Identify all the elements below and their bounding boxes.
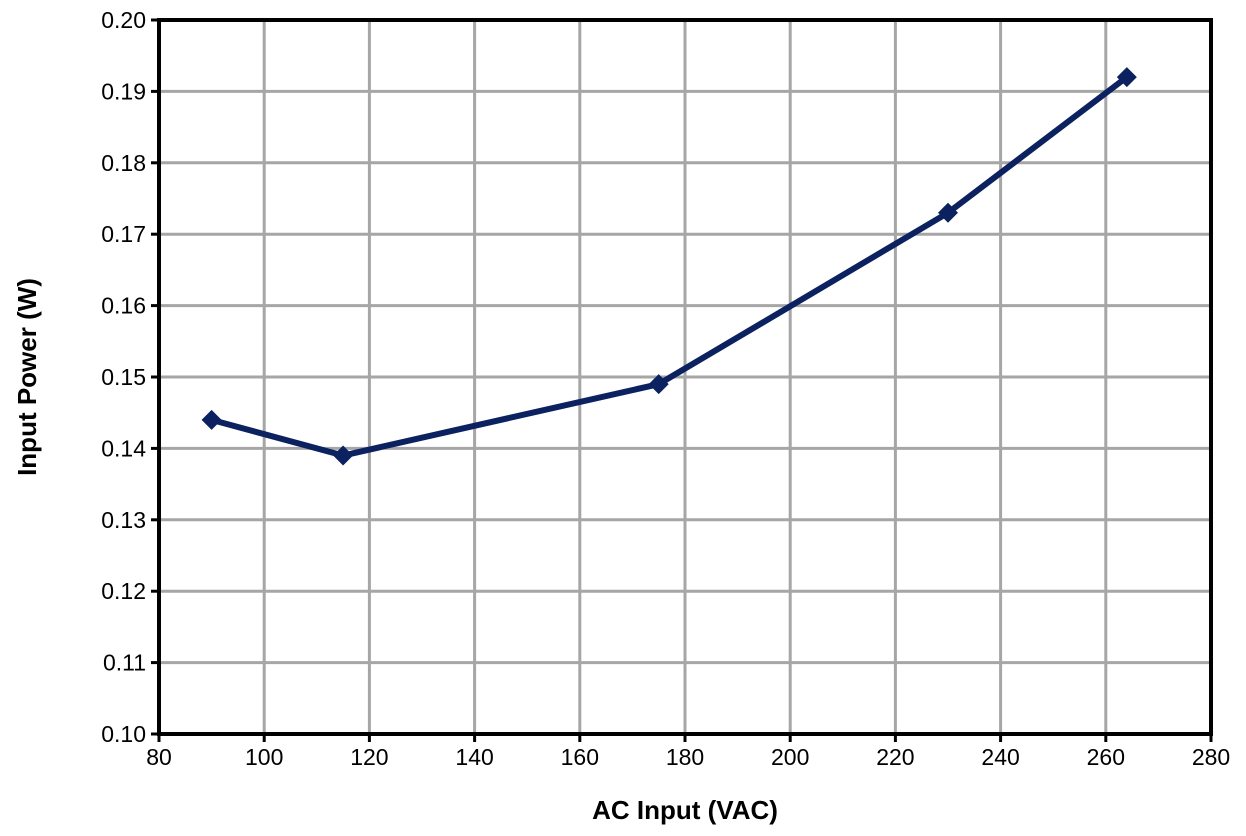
x-tick-label: 120 (350, 744, 388, 770)
x-tick-label: 180 (666, 744, 704, 770)
y-tick-label: 0.20 (101, 7, 146, 33)
y-axis-title: Input Power (W) (12, 278, 42, 476)
x-tick-label: 80 (146, 744, 172, 770)
x-axis: 80 100 120 140 160 180 200 220 240 260 280 (146, 734, 1230, 770)
data-point-marker (648, 374, 669, 395)
x-tick-label: 160 (561, 744, 599, 770)
data-point-marker (333, 445, 354, 466)
y-tick-label: 0.11 (103, 650, 146, 676)
x-tick-label: 200 (771, 744, 809, 770)
x-tick-label: 280 (1192, 744, 1230, 770)
y-tick-label: 0.18 (101, 150, 146, 176)
y-tick-label: 0.17 (101, 221, 146, 247)
y-tick-label: 0.13 (101, 507, 146, 533)
series-group (201, 67, 1137, 466)
x-tick-label: 220 (876, 744, 914, 770)
data-point-marker (1116, 67, 1137, 88)
y-tick-label: 0.16 (101, 293, 146, 319)
y-tick-label: 0.12 (101, 578, 146, 604)
x-axis-title: AC Input (VAC) (592, 795, 778, 825)
y-tick-label: 0.14 (101, 435, 146, 461)
x-tick-label: 100 (245, 744, 283, 770)
data-point-marker (938, 202, 958, 223)
x-tick-label: 260 (1087, 744, 1125, 770)
data-point-marker (201, 409, 222, 430)
x-tick-label: 140 (455, 744, 493, 770)
grid-lines (159, 20, 1211, 734)
y-tick-label: 0.15 (101, 364, 146, 390)
series-line (210, 74, 1129, 459)
x-tick-label: 240 (981, 744, 1019, 770)
y-tick-label: 0.19 (101, 78, 146, 104)
y-tick-label: 0.10 (101, 721, 146, 747)
y-axis: 0.10 0.11 0.12 0.13 0.14 0.15 0.16 0.17 0.18 0.19… (101, 7, 159, 747)
